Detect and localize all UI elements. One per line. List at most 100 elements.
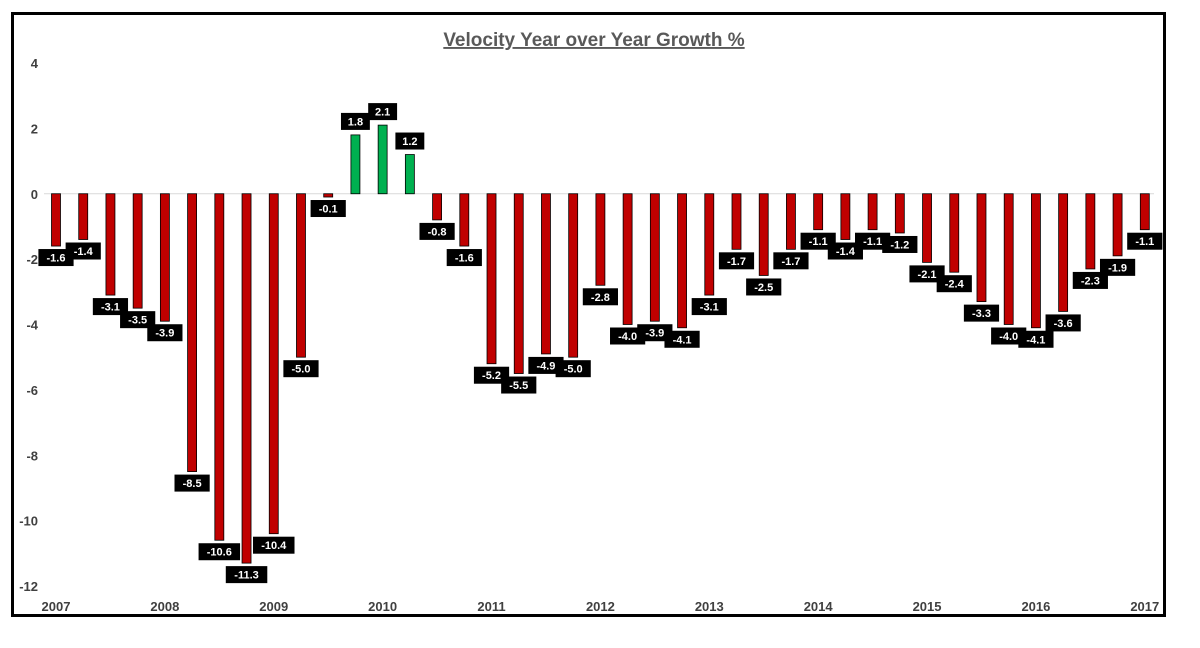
data-label: -1.4 [836,246,856,258]
bar [813,193,824,231]
y-tick-label: -2 [26,252,38,267]
data-label-box [225,566,268,584]
data-label-box [637,324,673,342]
bar [268,193,279,535]
data-label-box [473,366,510,384]
data-label: 1.8 [348,116,363,128]
bar [1139,193,1150,231]
data-label: -1.1 [809,236,828,248]
data-label: -2.4 [945,279,965,291]
bar [758,193,769,276]
data-label-box [147,324,183,342]
data-label-box [936,275,972,293]
x-tick-label: 2013 [695,599,724,614]
bar [132,193,143,309]
x-tick-label: 2010 [368,599,397,614]
bars-group [51,124,1150,564]
bar [377,124,388,195]
data-label: -4.1 [1026,334,1045,346]
data-label-box [1018,330,1054,348]
data-label-box [38,249,74,267]
bar [513,193,524,374]
data-label-box [800,232,836,250]
y-tick-label: -10 [19,514,38,529]
data-label: -3.9 [155,328,174,340]
bar [622,193,633,325]
x-tick-label: 2008 [150,599,179,614]
data-label-box [555,360,591,378]
data-label: -11.3 [234,570,258,582]
data-label-box [610,327,646,345]
x-tick-label: 2017 [1130,599,1159,614]
data-label: -4.9 [536,360,555,372]
bar [1112,193,1123,257]
bar [296,193,306,358]
data-label-box [120,311,156,329]
data-label: -5.0 [564,364,583,376]
bar [78,193,89,240]
bar [214,193,225,541]
bar [350,134,361,195]
data-label: -2.1 [918,269,937,281]
data-label: -4.0 [618,331,637,343]
data-label: 1.2 [402,136,417,148]
data-label: -1.6 [455,253,474,265]
x-tick-label: 2015 [913,599,942,614]
bar [677,193,687,329]
data-label-box [310,200,346,218]
data-label: -2.5 [754,282,773,294]
bar [1085,193,1096,270]
bar-chart: Velocity Year over Year Growth % 4 2 0 -2 -4… [19,30,1163,614]
bar [105,193,116,296]
data-label: -8.5 [183,478,202,490]
data-label-box [283,360,319,378]
data-label: -0.8 [428,226,447,238]
data-label-box [253,536,295,554]
x-tick-label: 2012 [586,599,615,614]
bar [51,193,61,247]
data-label: -1.4 [74,246,94,258]
data-label: -0.1 [319,204,338,216]
data-label-box [92,298,129,316]
y-tick-label: -6 [26,383,38,398]
data-label: -1.9 [1108,262,1127,274]
data-label-box [855,232,891,250]
data-label-box [773,252,809,270]
data-label: -1.7 [781,256,800,268]
data-label-box [1045,314,1081,332]
data-label-box [664,330,700,348]
data-label: -4.1 [673,334,692,346]
x-tick-label: 2014 [804,599,834,614]
bar [1058,193,1069,312]
data-label: -1.6 [47,253,66,265]
data-label: -1.2 [890,239,909,251]
data-label-box [198,543,241,561]
bar [840,193,851,240]
bar [159,193,170,322]
data-label: -10.6 [207,547,232,559]
chart-title: Velocity Year over Year Growth % [443,30,744,51]
data-label-box [395,132,425,150]
data-label: -2.3 [1081,275,1100,287]
data-label-box [368,103,398,121]
data-label-box [882,235,918,253]
x-axis: 2007 2008 2009 2010 2011 2012 2013 2014 2015 2016… [42,599,1160,614]
data-label: -1.1 [1135,236,1154,248]
data-label-box [528,356,564,374]
data-label-box [827,242,863,260]
bar [187,193,198,472]
data-label-box [501,376,537,394]
data-label-box [65,242,101,260]
data-label-box [691,298,727,316]
bar [867,193,878,231]
y-tick-label: -8 [26,448,38,463]
y-tick-label: 2 [31,121,38,136]
data-label-box [446,249,482,267]
data-label: -3.6 [1054,318,1073,330]
bar [649,193,660,322]
data-label-box [909,265,945,283]
data-label: -3.1 [700,302,719,314]
x-tick-label: 2016 [1021,599,1050,614]
y-tick-label: -4 [26,318,38,333]
bar [1031,193,1041,329]
